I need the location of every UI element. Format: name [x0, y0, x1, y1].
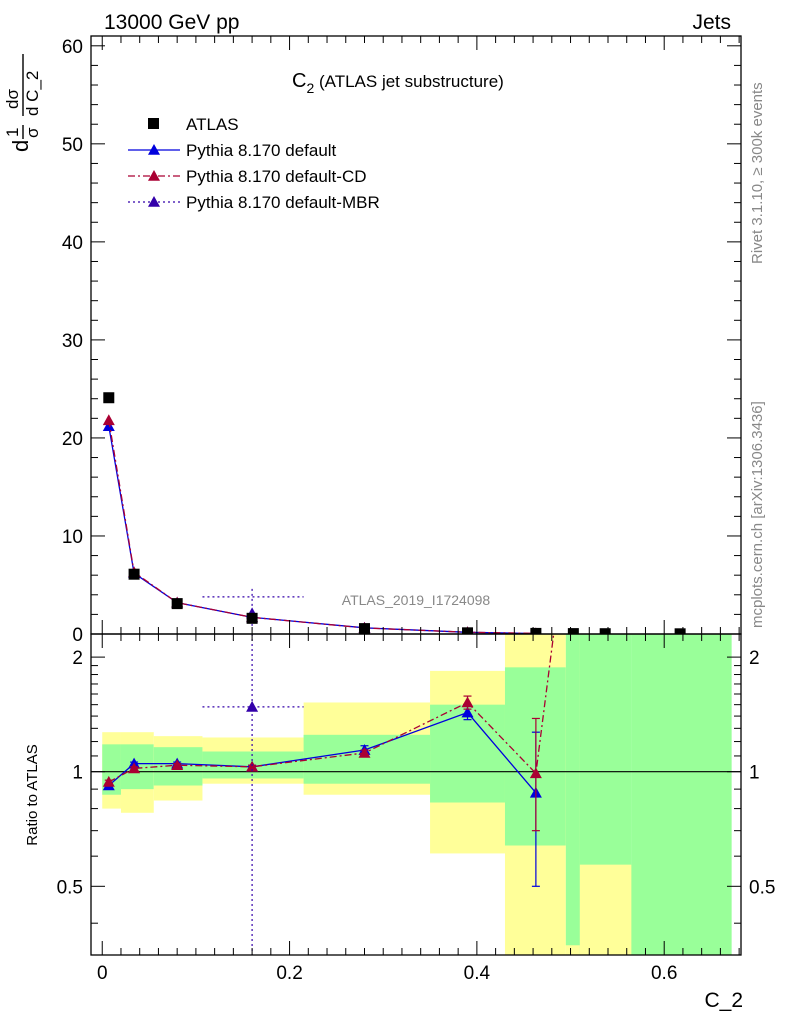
ratio-marker	[461, 696, 474, 708]
ratio-marker	[529, 767, 542, 779]
y-label-num1: 1	[3, 128, 22, 137]
legend-marker	[148, 170, 160, 181]
x-tick-label: 0	[97, 963, 108, 984]
ratio-y-tick-label: 0.5	[57, 877, 83, 898]
y-tick-label: 10	[62, 527, 83, 548]
legend-label: Pythia 8.170 default	[186, 141, 337, 160]
y-tick-label: 60	[62, 37, 83, 58]
data-marker	[102, 420, 115, 431]
axes: 0 0.2 0.4 0.6 0 10 20 30 40 50 60 0.5 0.5 1 1 2 2	[57, 35, 775, 984]
y-tick-label: 30	[62, 331, 83, 352]
uncertainty-band-green	[303, 734, 431, 784]
atlas-data-point	[530, 627, 542, 634]
ratio-bands	[102, 634, 732, 955]
atlas-data-point	[674, 628, 686, 634]
series-line-ratio	[108, 634, 555, 783]
y-label-d1: d	[8, 140, 33, 152]
ratio-marker	[246, 760, 259, 772]
ratio-y-axis-label: Ratio to ATLAS	[24, 744, 41, 845]
atlas-data-point	[567, 628, 579, 634]
y-tick-label: 50	[62, 135, 83, 156]
ratio-marker	[102, 775, 115, 787]
y-tick-label: 40	[62, 233, 83, 254]
ratio-panel-frame	[90, 633, 742, 956]
legend-label: Pythia 8.170 default-CD	[186, 167, 367, 186]
y-tick-label: 0	[72, 625, 83, 646]
ratio-marker	[128, 762, 141, 774]
y-tick-label: 20	[62, 429, 83, 450]
ratio-marker	[461, 706, 474, 718]
ratio-marker	[171, 759, 184, 771]
legend: ATLAS Pythia 8.170 default Pythia 8.170 de…	[128, 115, 380, 212]
header-left: 13000 GeV pp	[104, 11, 239, 34]
x-tick-label: 0.2	[276, 963, 302, 984]
ratio-y-tick-label: 2	[72, 648, 83, 669]
legend-marker	[148, 118, 159, 129]
y-label-num2: dσ	[3, 89, 22, 109]
chart-title-sub: 2	[306, 80, 314, 96]
uncertainty-band-yellow	[579, 864, 632, 955]
ratio-y-tick-label-right: 2	[749, 648, 760, 669]
ratio-marker	[246, 700, 259, 712]
legend-marker	[148, 144, 160, 155]
chart-title-rest: (ATLAS jet substructure)	[314, 72, 504, 91]
atlas-data-point	[462, 627, 474, 634]
atlas-data-point	[103, 392, 115, 404]
data-marker	[102, 414, 115, 426]
x-tick-label: 0.4	[464, 963, 491, 984]
atlas-data-point	[599, 628, 611, 634]
ratio-y-tick-label: 1	[72, 763, 83, 784]
legend-label: ATLAS	[186, 115, 239, 134]
atlas-data-point	[246, 612, 258, 624]
legend-label: Pythia 8.170 default-MBR	[186, 193, 380, 212]
y-label-den1: σ	[23, 127, 42, 138]
side-text-rivet: Rivet 3.1.10, ≥ 300k events	[749, 82, 766, 264]
y-label-den2: d C_2	[23, 71, 42, 116]
chart-title-main: C	[292, 70, 306, 92]
atlas-data-point	[171, 598, 183, 610]
uncertainty-band-green	[631, 634, 732, 955]
x-axis-label: C_2	[704, 989, 743, 1012]
ratio-y-tick-label-right: 0.5	[749, 877, 775, 898]
uncertainty-band-green	[565, 634, 580, 946]
legend-marker	[148, 196, 160, 207]
atlas-data-point	[128, 568, 140, 580]
ratio-y-tick-label-right: 1	[749, 763, 760, 784]
header-right: Jets	[692, 11, 731, 34]
y-axis-label: d 1 σ dσ d C_2	[3, 54, 42, 152]
x-tick-label: 0.6	[651, 963, 677, 984]
ratio-series	[91, 634, 741, 955]
ratio-marker	[358, 746, 371, 758]
analysis-id: ATLAS_2019_I1724098	[342, 592, 491, 608]
chart-title: C2 (ATLAS jet substructure)	[292, 70, 504, 96]
side-text-mcplots: mcplots.cern.ch [arXiv:1306.3436]	[749, 401, 766, 628]
